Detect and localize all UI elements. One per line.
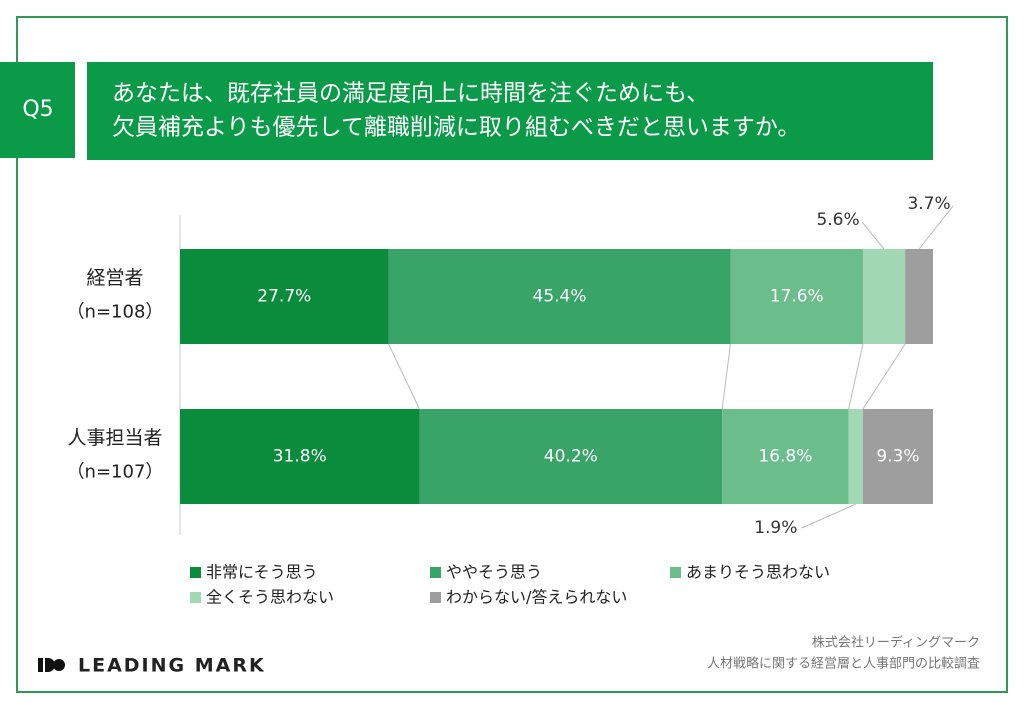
legend-swatch xyxy=(670,567,681,578)
category-note: （n=108） xyxy=(67,302,164,323)
leader-line xyxy=(918,205,954,250)
connector-line xyxy=(848,343,864,410)
logo-icon xyxy=(38,658,65,672)
legend-label: 非常にそう思う xyxy=(206,563,318,582)
bar-segment xyxy=(862,249,906,344)
value-label: 31.8% xyxy=(273,447,327,467)
footer-survey: 人材戦略に関する経営層と人事部門の比較調査 xyxy=(707,656,980,672)
logo-text: LEADING MARK xyxy=(78,655,266,677)
value-label: 45.4% xyxy=(533,287,587,307)
frame xyxy=(16,16,1008,693)
value-label: 5.6% xyxy=(816,210,859,230)
value-label: 40.2% xyxy=(544,447,598,467)
bar-segment xyxy=(722,409,849,504)
leader-line xyxy=(801,503,857,529)
question-label: Q5 xyxy=(22,97,53,122)
value-label: 9.3% xyxy=(876,447,919,467)
legend-swatch xyxy=(190,592,201,603)
value-label: 17.6% xyxy=(770,287,824,307)
bar-segment xyxy=(419,409,723,504)
value-label: 27.7% xyxy=(257,287,311,307)
leader-line xyxy=(861,221,885,250)
value-label: 3.7% xyxy=(907,194,950,214)
footer-company: 株式会社リーディングマーク xyxy=(812,635,980,651)
bar-segment xyxy=(180,249,389,344)
value-label: 1.9% xyxy=(754,518,797,538)
connector-line xyxy=(721,343,731,410)
legend-label: あまりそう思わない xyxy=(686,563,830,582)
value-label: 16.8% xyxy=(758,447,812,467)
category-label: 経営者 xyxy=(86,267,143,289)
category-note: （n=107） xyxy=(67,462,164,483)
legend-label: ややそう思う xyxy=(446,563,542,582)
legend-label: 全くそう思わない xyxy=(206,588,334,607)
legend-swatch xyxy=(430,592,441,603)
bar-segment xyxy=(180,409,420,504)
question-box xyxy=(0,62,75,158)
category-label: 人事担当者 xyxy=(67,427,162,449)
bar-segment xyxy=(848,409,863,504)
connector-line xyxy=(388,343,420,410)
legend-swatch xyxy=(430,567,441,578)
connector-line xyxy=(862,343,906,410)
bar-segment xyxy=(388,249,731,344)
legend-label: わからない/答えられない xyxy=(446,588,627,607)
bar-segment xyxy=(730,249,863,344)
title-line: あなたは、既存社員の満足度向上に時間を注ぐためにも、 xyxy=(112,81,709,107)
bar-segment xyxy=(862,409,933,504)
legend-swatch xyxy=(190,567,201,578)
title-line: 欠員補充よりも優先して離職削減に取り組むべきだと思いますか。 xyxy=(112,115,800,141)
bar-segment xyxy=(905,249,933,344)
title-box xyxy=(87,62,933,160)
